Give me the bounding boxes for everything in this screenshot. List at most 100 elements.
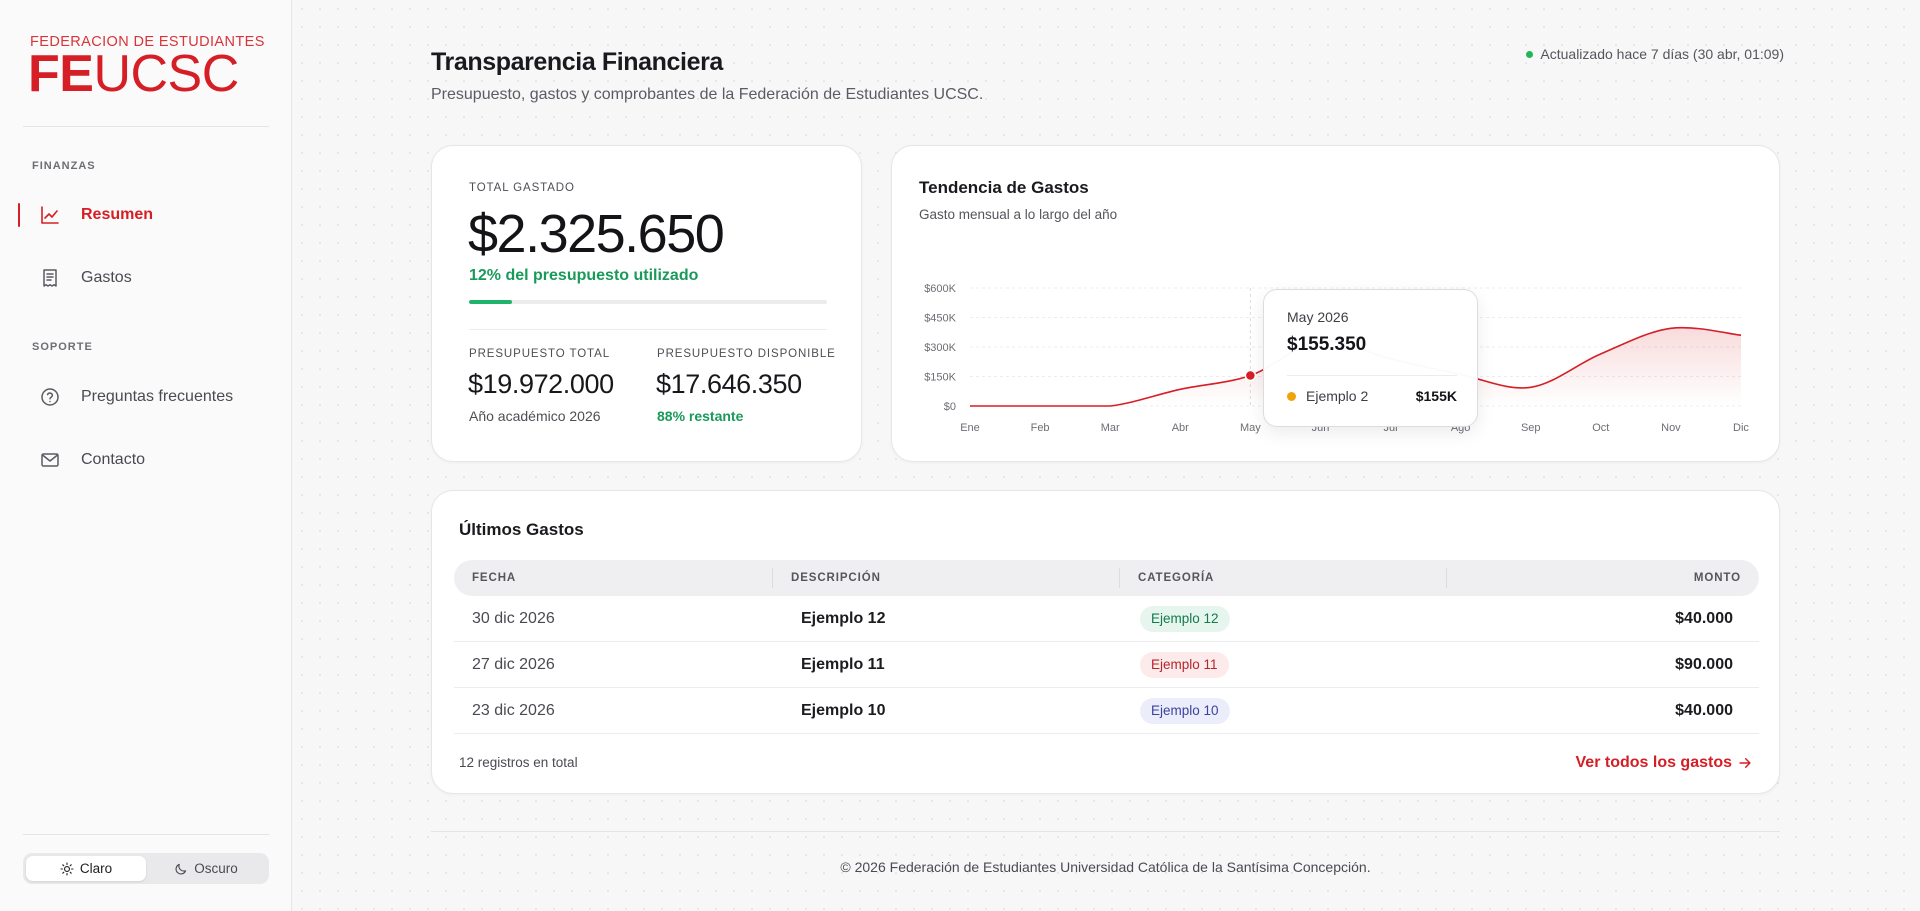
table-row[interactable]: 23 dic 2026 Ejemplo 10 Ejemplo 10 $40.00… (454, 688, 1759, 734)
y-tick-label: $450K (924, 313, 956, 325)
tooltip-series-value: $155K (1415, 388, 1457, 404)
theme-dark-label: Oscuro (194, 861, 238, 876)
category-badge: Ejemplo 10 (1140, 698, 1230, 724)
tooltip-date: May 2026 (1287, 309, 1349, 325)
sidebar: FEDERACION DE ESTUDIANTES FEUCSC FINANZA… (0, 0, 292, 911)
sidebar-divider (23, 126, 269, 127)
budget-used-text: 12% del presupuesto utilizado (469, 267, 699, 284)
row-date: 27 dic 2026 (472, 656, 555, 673)
records-count: 12 registros en total (459, 755, 578, 770)
x-tick-label: Mar (1101, 422, 1120, 434)
table-row[interactable]: 27 dic 2026 Ejemplo 11 Ejemplo 11 $90.00… (454, 642, 1759, 688)
sun-icon (60, 861, 74, 876)
trend-title: Tendencia de Gastos (919, 178, 1089, 197)
logo-bold: FE (28, 45, 94, 103)
trend-subtitle: Gasto mensual a lo largo del año (919, 207, 1118, 222)
row-amount: $90.000 (1675, 656, 1733, 673)
row-description: Ejemplo 10 (801, 702, 886, 719)
x-tick-label: Abr (1172, 422, 1189, 434)
column-separator (772, 568, 773, 588)
column-separator (1119, 568, 1120, 588)
logo-light: UCSC (93, 45, 239, 103)
chart-tooltip: May 2026 $155.350 Ejemplo 2 $155K (1263, 289, 1478, 427)
arrow-right-icon (1739, 758, 1751, 768)
page-subtitle: Presupuesto, gastos y comprobantes de la… (431, 86, 984, 103)
column-header-categoria[interactable]: CATEGORÍA (1138, 572, 1215, 584)
tooltip-value: $155.350 (1287, 334, 1367, 355)
budget-total-label: PRESUPUESTO TOTAL (469, 348, 610, 360)
trend-card: Tendencia de Gastos Gasto mensual a lo l… (891, 145, 1780, 462)
sidebar-item-label: Contacto (81, 451, 146, 468)
x-tick-label: Nov (1661, 422, 1681, 434)
y-tick-label: $600K (924, 283, 956, 295)
page-title: Transparencia Financiera (431, 48, 723, 76)
budget-available-note: 88% restante (657, 408, 744, 424)
row-description: Ejemplo 11 (801, 656, 885, 673)
budget-progress-bar (469, 300, 827, 304)
sidebar-item-resumen[interactable]: Resumen (18, 193, 274, 237)
table-row[interactable]: 30 dic 2026 Ejemplo 12 Ejemplo 12 $40.00… (454, 596, 1759, 642)
x-tick-label: Feb (1031, 422, 1050, 434)
tooltip-series-name: Ejemplo 2 (1306, 388, 1369, 404)
last-updated-status: Actualizado hace 7 días (30 abr, 01:09) (1526, 46, 1784, 62)
sidebar-item-label: Gastos (81, 269, 132, 286)
y-tick-label: $300K (924, 342, 956, 354)
category-badge: Ejemplo 11 (1140, 652, 1229, 678)
budget-available-label: PRESUPUESTO DISPONIBLE (657, 348, 836, 360)
theme-light-label: Claro (79, 861, 113, 876)
footer-text: © 2026 Federación de Estudiantes Univers… (840, 859, 1371, 875)
view-all-label: Ver todos los gastos (1575, 754, 1732, 771)
moon-icon (175, 863, 187, 874)
column-header-monto[interactable]: MONTO (1693, 572, 1741, 584)
x-tick-label: Ene (960, 422, 980, 434)
column-separator (1446, 568, 1447, 588)
sidebar-item-label: Resumen (81, 206, 154, 223)
x-tick-label: Oct (1592, 422, 1609, 434)
summary-divider (469, 329, 827, 330)
recent-expenses-card: Últimos Gastos FECHA DESCRIPCIÓN CATEGOR… (431, 490, 1780, 794)
last-updated-text: Actualizado hace 7 días (30 abr, 01:09) (1540, 46, 1784, 62)
sidebar-item-faq[interactable]: Preguntas frecuentes (18, 375, 274, 419)
sidebar-item-gastos[interactable]: Gastos (18, 256, 274, 300)
summary-card: TOTAL GASTADO $2.325.650 12% del presupu… (431, 145, 862, 462)
theme-dark-button[interactable]: Oscuro (146, 856, 266, 881)
budget-progress-fill (469, 300, 512, 304)
budget-total-value: $19.972.000 (468, 369, 614, 399)
section-label-finanzas: FINANZAS (32, 160, 96, 172)
sidebar-item-contacto[interactable]: Contacto (18, 438, 274, 482)
series-dot-icon (1287, 392, 1296, 401)
tooltip-divider (1287, 375, 1457, 376)
chart-line-icon (41, 206, 59, 224)
y-tick-label: $150K (924, 372, 956, 384)
section-label-soporte: SOPORTE (32, 341, 93, 353)
view-all-expenses-link[interactable]: Ver todos los gastos (1576, 754, 1752, 772)
row-date: 23 dic 2026 (472, 702, 555, 719)
help-circle-icon (41, 388, 59, 406)
logo-wordmark: FEUCSC (28, 48, 239, 100)
row-amount: $40.000 (1675, 610, 1733, 627)
y-tick-label: $0 (944, 401, 956, 413)
receipt-icon (43, 269, 57, 287)
theme-light-button[interactable]: Claro (26, 856, 146, 881)
status-dot-icon (1526, 50, 1534, 58)
column-header-fecha[interactable]: FECHA (472, 572, 517, 584)
x-tick-label: May (1240, 422, 1261, 434)
table-header: FECHA DESCRIPCIÓN CATEGORÍA MONTO (454, 560, 1759, 596)
main-content: Transparencia Financiera Presupuesto, ga… (293, 0, 1920, 911)
logo-tagline: FEDERACION DE ESTUDIANTES (30, 34, 265, 50)
category-badge: Ejemplo 12 (1140, 606, 1230, 632)
recent-expenses-title: Últimos Gastos (459, 520, 584, 539)
budget-available-value: $17.646.350 (656, 369, 802, 399)
feucsc-logo[interactable]: FEDERACION DE ESTUDIANTES FEUCSC (28, 34, 264, 100)
theme-toggle: Claro Oscuro (23, 853, 269, 884)
total-spent-label: TOTAL GASTADO (469, 182, 575, 194)
x-tick-label: Sep (1521, 422, 1541, 434)
mail-icon (41, 453, 59, 467)
sidebar-item-label: Preguntas frecuentes (81, 388, 234, 405)
chart-highlight-point (1244, 369, 1257, 382)
column-header-descripcion[interactable]: DESCRIPCIÓN (791, 572, 881, 584)
row-description: Ejemplo 12 (801, 610, 886, 627)
row-amount: $40.000 (1675, 702, 1733, 719)
total-spent-value: $2.325.650 (468, 204, 725, 264)
budget-total-note: Año académico 2026 (469, 408, 601, 424)
